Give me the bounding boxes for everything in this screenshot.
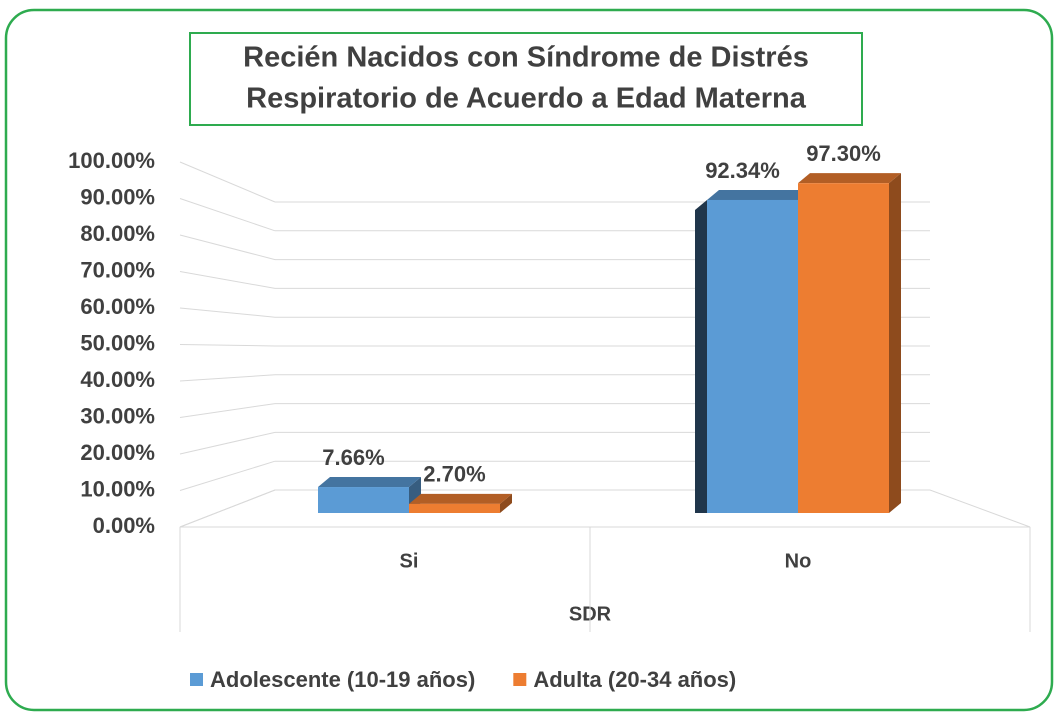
grid-line: [179, 344, 276, 347]
grid-line: [179, 431, 276, 455]
bar: [318, 487, 409, 513]
grid-line: [179, 198, 276, 232]
bar-top: [318, 477, 421, 488]
y-tick-label: 40.00%: [80, 367, 155, 392]
y-tick-label: 0.00%: [93, 513, 155, 538]
chart-frame: [4, 8, 1054, 712]
x-tick-label: Si: [400, 550, 419, 572]
bar: [707, 199, 798, 513]
legend-label: Adulta (20-34 años): [533, 667, 736, 692]
y-tick-label: 50.00%: [80, 330, 155, 355]
bar-side: [889, 173, 901, 513]
bar-side: [500, 493, 512, 513]
grid-line: [179, 307, 276, 318]
grid-line: [179, 161, 276, 203]
chart-title: Recién Nacidos con Síndrome de Distrés: [243, 42, 809, 74]
grid-line: [179, 374, 276, 382]
y-tick-label: 60.00%: [80, 294, 155, 319]
grid-line: [179, 403, 276, 418]
data-label: 7.66%: [322, 445, 384, 470]
grid-line: [179, 234, 276, 261]
data-label: 92.34%: [705, 158, 780, 183]
data-label: 2.70%: [423, 462, 485, 487]
y-tick-label: 90.00%: [80, 184, 155, 209]
bar-top: [798, 173, 901, 184]
data-label: 97.30%: [806, 141, 881, 166]
legend-label: Adolescente (10-19 años): [210, 667, 475, 692]
bar-top: [707, 189, 810, 200]
y-tick-label: 80.00%: [80, 221, 155, 246]
grid-line: [179, 489, 276, 528]
chart-title: Respiratorio de Acuerdo a Edad Materna: [246, 83, 807, 115]
y-tick-label: 100.00%: [68, 148, 155, 173]
y-tick-label: 30.00%: [80, 403, 155, 428]
y-tick-label: 10.00%: [80, 476, 155, 501]
bar-top: [409, 493, 512, 504]
legend-swatch: [513, 673, 527, 686]
bar: [409, 503, 500, 513]
bar-side: [695, 199, 707, 513]
floor: [179, 489, 1031, 528]
bar: [798, 183, 889, 513]
x-tick-label: No: [785, 550, 812, 572]
legend-swatch: [190, 673, 203, 686]
grid-line: [179, 460, 276, 491]
grid-line: [179, 271, 276, 289]
y-tick-label: 20.00%: [80, 440, 155, 465]
title-box: [189, 32, 863, 126]
y-tick-label: 70.00%: [80, 257, 155, 282]
